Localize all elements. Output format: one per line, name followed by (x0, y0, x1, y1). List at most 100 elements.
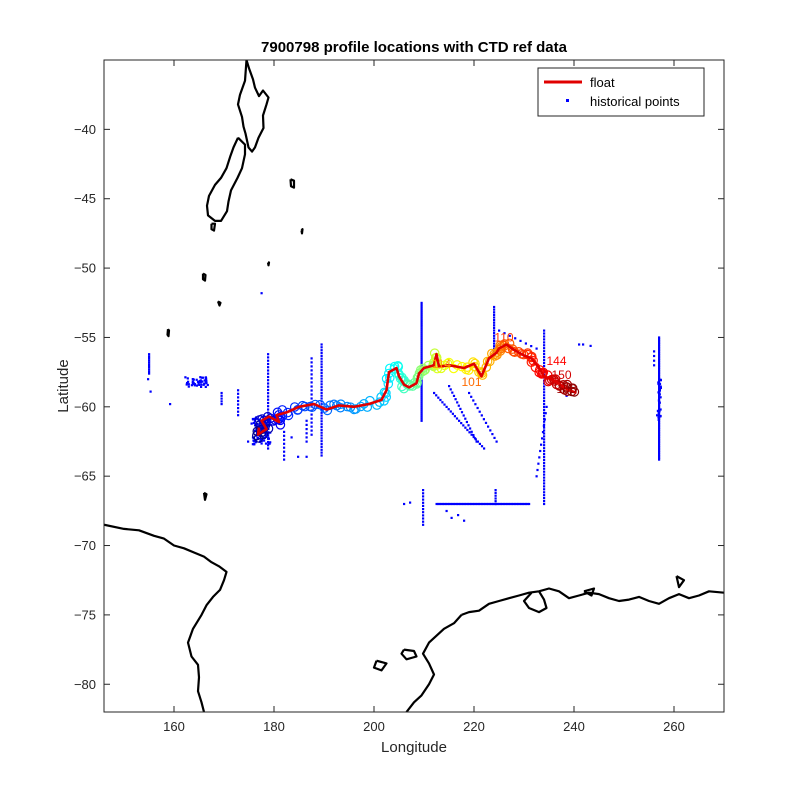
historical-point (438, 502, 441, 506)
coastline (210, 222, 217, 232)
historical-point (422, 495, 425, 498)
historical-point (454, 502, 457, 506)
historical-point (267, 359, 270, 362)
x-axis-label: Longitude (381, 739, 447, 756)
historical-point (310, 373, 313, 376)
historical-point (198, 383, 201, 386)
historical-point (310, 369, 313, 372)
historical-point (494, 491, 497, 494)
historical-point (658, 341, 661, 344)
historical-point (320, 428, 323, 431)
historical-point (451, 391, 454, 394)
historical-point (220, 397, 223, 400)
historical-point (420, 317, 423, 320)
historical-point (264, 442, 268, 445)
historical-point (543, 441, 546, 444)
historical-point (658, 439, 661, 442)
historical-point (658, 423, 661, 426)
historical-point (494, 489, 497, 492)
historical-point (437, 502, 440, 506)
historical-point (658, 343, 661, 346)
profile-marker (513, 346, 524, 357)
historical-point (543, 464, 546, 467)
historical-point (420, 347, 423, 350)
historical-point (435, 502, 438, 506)
historical-point (320, 394, 323, 397)
historical-point (320, 434, 323, 437)
historical-point (420, 357, 423, 360)
historical-point (444, 502, 448, 506)
historical-point (657, 382, 660, 386)
historical-point (520, 502, 523, 506)
historical-point (543, 344, 546, 347)
historical-point (266, 417, 269, 421)
historical-point (290, 436, 293, 439)
historical-point (465, 502, 468, 506)
historical-point (191, 380, 194, 383)
historical-point (543, 400, 546, 403)
historical-point (543, 394, 546, 397)
historical-point (283, 430, 286, 433)
historical-point (493, 319, 496, 322)
profile-marker (362, 402, 373, 412)
historical-point (658, 421, 661, 424)
historical-point (169, 403, 172, 406)
historical-point (490, 502, 493, 506)
historical-point (502, 502, 506, 506)
coastline (266, 261, 271, 267)
historical-point (310, 357, 313, 360)
historical-point (420, 383, 423, 386)
historical-point (543, 461, 546, 464)
historical-point (658, 456, 661, 459)
historical-point (320, 360, 323, 363)
historical-point (474, 502, 477, 506)
historical-point (201, 380, 204, 383)
historical-point (658, 364, 661, 367)
historical-point (543, 455, 546, 459)
historical-point (653, 350, 656, 353)
historical-point (148, 363, 151, 367)
historical-point (441, 401, 444, 404)
historical-point (320, 417, 323, 420)
historical-point (454, 398, 457, 401)
historical-point (310, 381, 313, 384)
historical-point (659, 385, 662, 388)
historical-point (544, 412, 547, 415)
historical-point (255, 423, 258, 426)
historical-point (267, 372, 270, 375)
historical-point (658, 435, 661, 438)
profile-marker (277, 411, 288, 421)
historical-point (443, 403, 446, 406)
y-tick-label: −70 (74, 538, 96, 553)
historical-point (539, 449, 542, 453)
historical-point (658, 368, 661, 371)
historical-point (310, 413, 313, 416)
historical-point (420, 333, 423, 336)
historical-point (535, 347, 538, 350)
historical-point (206, 383, 209, 387)
historical-point (268, 442, 271, 445)
historical-point (420, 351, 423, 354)
historical-point (320, 403, 323, 406)
historical-point (540, 443, 543, 446)
historical-point (403, 502, 406, 506)
historical-point (320, 445, 323, 448)
historical-point (283, 446, 286, 449)
historical-point (493, 339, 496, 343)
historical-point (543, 335, 546, 338)
historical-point (420, 407, 423, 410)
historical-point (422, 517, 425, 520)
historical-point (443, 502, 446, 506)
historical-point (658, 410, 661, 413)
historical-point (420, 337, 423, 340)
historical-point (422, 514, 425, 517)
historical-point (420, 343, 423, 346)
historical-point (252, 418, 255, 421)
historical-point (499, 502, 502, 506)
historical-point (543, 453, 546, 456)
historical-point (420, 327, 423, 330)
historical-point (305, 455, 308, 458)
historical-point (578, 343, 581, 346)
historical-point (543, 329, 546, 332)
historical-point (658, 347, 661, 350)
